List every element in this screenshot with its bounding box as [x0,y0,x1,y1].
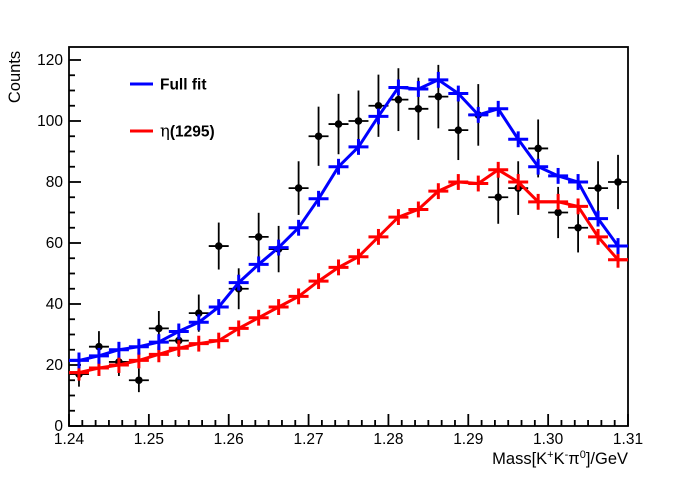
x-tick-label: 1.30 [533,431,564,448]
data-marker [494,193,503,202]
y-tick-label: 120 [37,52,63,69]
y-axis: 0 20 40 60 80 100 120 [37,52,81,435]
x-tick-label: 1.25 [134,431,164,448]
y-tick-label: 20 [46,357,64,374]
data-marker [135,376,143,385]
x-tick-label: 1.26 [214,431,244,448]
data-marker [95,342,103,351]
data-marker [414,104,423,113]
data-marker [614,178,622,186]
data-marker [155,324,163,333]
x-tick-label: 1.28 [373,431,403,448]
data-marker [534,144,542,153]
data-marker [314,132,323,141]
x-tick-label: 1.27 [293,431,323,448]
data-marker [554,208,562,217]
y-axis-title: Counts [6,51,24,103]
data-marker [354,117,363,125]
data-marker [394,95,403,104]
data-marker [434,92,443,101]
data-marker [254,233,263,241]
eta-1295-line [69,161,628,381]
legend-label: η(1295) [160,122,215,141]
y-tick-label: 0 [54,418,63,435]
x-tick-label: 1.31 [613,431,643,448]
data-marker [574,223,582,232]
y-tick-label: 80 [46,174,64,191]
x-axis: 1.24 1.25 1.26 1.27 1.28 1.29 1.30 1.31 [54,414,643,448]
data-marker [374,101,383,110]
data-marker [294,184,303,192]
data-marker [214,242,223,250]
legend: Full fit η(1295) [130,77,215,141]
y-tick-label: 100 [37,113,63,130]
legend-label: Full fit [160,77,207,94]
data-marker [594,184,602,192]
x-tick-label: 1.24 [54,431,85,448]
x-tick-label: 1.29 [453,431,483,448]
y-tick-label: 40 [46,296,64,313]
x-axis-title: Mass[K+K-π0]/GeV [492,449,628,468]
data-marker [454,126,463,134]
plot-frame [68,46,629,427]
data-marker [334,120,343,128]
y-tick-label: 60 [46,235,64,252]
full-fit-line [69,71,628,369]
data-marker [194,309,203,317]
